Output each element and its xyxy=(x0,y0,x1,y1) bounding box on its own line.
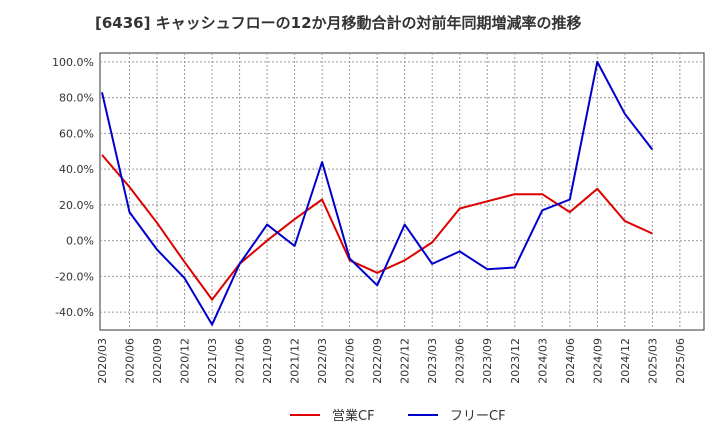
x-tick-label: 2022/06 xyxy=(344,338,357,384)
series-lines xyxy=(101,60,654,326)
y-tick-label: -40.0% xyxy=(55,306,94,319)
x-tick-label: 2020/09 xyxy=(151,338,164,384)
x-tick-label: 2020/06 xyxy=(124,338,137,384)
x-tick-label: 2020/12 xyxy=(179,338,192,384)
x-tick-label: 2023/12 xyxy=(509,338,522,384)
x-tick-label: 2024/09 xyxy=(591,338,604,384)
y-tick-label: -20.0% xyxy=(55,270,94,283)
x-tick-label: 2021/06 xyxy=(234,338,247,384)
y-tick-label: 20.0% xyxy=(59,199,94,212)
y-tick-label: 60.0% xyxy=(59,127,94,140)
x-tick-label: 2021/12 xyxy=(289,338,302,384)
grid xyxy=(100,53,704,330)
x-tick-label: 2024/03 xyxy=(536,338,549,384)
series-line xyxy=(101,154,653,301)
x-tick-label: 2023/09 xyxy=(481,338,494,384)
y-axis: 100.0% 80.0% 60.0% 40.0% 20.0% 0.0% -20.0% -40.… xyxy=(52,56,94,319)
x-tick-label: 2021/03 xyxy=(206,338,219,384)
y-tick-label: 0.0% xyxy=(66,235,94,248)
x-tick-label: 2025/06 xyxy=(674,338,687,384)
x-tick-label: 2022/12 xyxy=(399,338,412,384)
x-tick-label: 2021/09 xyxy=(261,338,274,384)
y-tick-label: 80.0% xyxy=(59,92,94,105)
x-tick-label: 2023/03 xyxy=(426,338,439,384)
x-tick-label: 2022/03 xyxy=(316,338,329,384)
x-tick-label: 2022/09 xyxy=(371,338,384,384)
x-tick-label: 2025/03 xyxy=(646,338,659,384)
chart-title: [6436] キャッシュフローの12か月移動合計の対前年同期増減率の推移 xyxy=(95,14,582,32)
x-tick-label: 2024/12 xyxy=(619,338,632,384)
y-tick-label: 40.0% xyxy=(59,163,94,176)
x-axis: 2020/03 2020/06 2020/09 2020/12 2021/03 2021/… xyxy=(96,338,687,384)
legend: 営業CF フリーCF xyxy=(290,408,506,424)
x-tick-label: 2024/06 xyxy=(564,338,577,384)
legend-label: 営業CF xyxy=(332,408,375,424)
series-line xyxy=(101,60,654,326)
y-tick-label: 100.0% xyxy=(52,56,94,69)
legend-label: フリーCF xyxy=(450,409,506,424)
x-tick-label: 2023/06 xyxy=(454,338,467,384)
x-tick-label: 2020/03 xyxy=(96,338,109,384)
